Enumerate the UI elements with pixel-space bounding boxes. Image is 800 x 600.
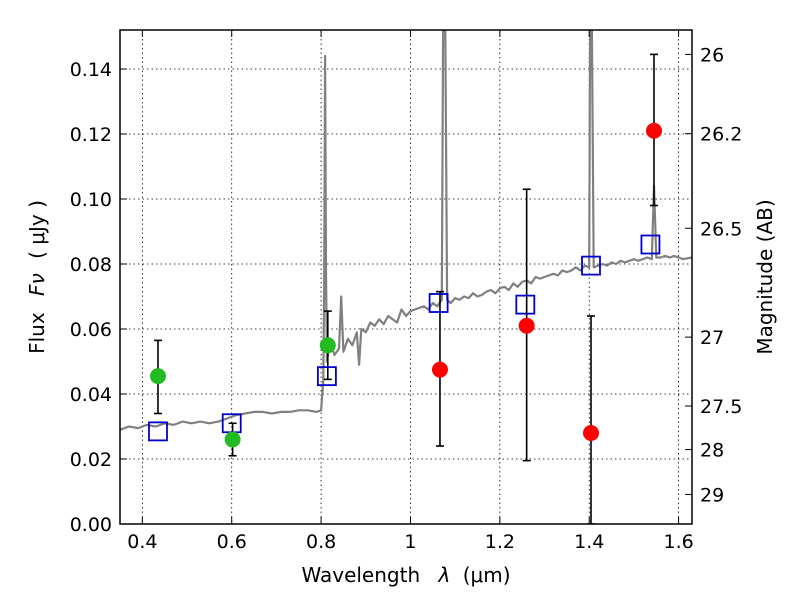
model-point — [640, 234, 661, 255]
y-axis-label-symbol: Fν — [25, 273, 49, 296]
y2-tick-label: 26.5 — [700, 218, 742, 240]
model-point — [428, 293, 449, 313]
x-tick-label: 0.8 — [306, 531, 336, 553]
y2-tick-label: 26.2 — [700, 124, 742, 146]
grid-lines — [120, 30, 692, 524]
red-data-point — [431, 361, 448, 378]
x-tick-label: 1.6 — [663, 531, 693, 553]
x-tick-label: 1.2 — [485, 531, 515, 553]
plot-frame — [119, 29, 693, 525]
spectrum-line — [120, 30, 692, 431]
y-axis: 0.00 0.02 0.04 0.06 0.08 0.10 0.12 0.14 — [70, 59, 127, 536]
y-tick-label: 0.14 — [70, 59, 112, 81]
y-tick-label: 0.00 — [70, 514, 112, 536]
x-axis-label: Wavelength λ (μm) — [301, 563, 510, 587]
y2-tick-label: 29 — [700, 484, 724, 506]
y-tick-label: 0.06 — [70, 319, 112, 341]
model-point — [317, 366, 337, 387]
y2-tick-label: 28 — [700, 440, 724, 462]
y-tick-label: 0.10 — [70, 189, 112, 211]
y2-tick-label: 26 — [700, 44, 724, 66]
green-data-point — [319, 337, 336, 354]
plot-content — [120, 30, 692, 524]
y2-axis: 26 26.2 26.5 27 27.5 28 29 — [685, 44, 742, 506]
red-data-point — [646, 122, 663, 139]
y-tick-label: 0.08 — [70, 254, 112, 276]
x-tick-label: 0.4 — [127, 531, 157, 553]
model-point — [148, 421, 168, 442]
y-axis-label: Flux Fν ( μJy ) — [25, 200, 49, 354]
y-axis-label-unit: ( μJy ) — [25, 200, 49, 259]
y2-tick-label: 27 — [700, 327, 724, 349]
x-tick-label: 1 — [404, 531, 416, 553]
x-axis-label-unit: (μm) — [463, 563, 511, 587]
x-axis-label-symbol: λ — [438, 563, 451, 587]
red-data-point — [518, 317, 535, 334]
y2-tick-label: 27.5 — [700, 396, 742, 418]
model-point — [515, 294, 536, 315]
green-data-point — [149, 368, 166, 385]
y-tick-label: 0.02 — [70, 449, 112, 471]
red-data-point — [583, 425, 600, 441]
x-tick-label: 0.6 — [217, 531, 247, 553]
x-axis-label-text: Wavelength — [301, 563, 420, 587]
x-axis: 0.4 0.6 0.8 1 1.2 1.4 1.6 — [127, 30, 694, 553]
y-tick-label: 0.12 — [70, 124, 112, 146]
y2-axis-label: Magnitude (AB) — [753, 199, 777, 354]
y-tick-label: 0.04 — [70, 384, 112, 406]
x-tick-label: 1.4 — [574, 531, 604, 553]
model-point — [581, 255, 601, 276]
green-data-point — [224, 431, 241, 448]
y-axis-label-text: Flux — [25, 312, 49, 354]
